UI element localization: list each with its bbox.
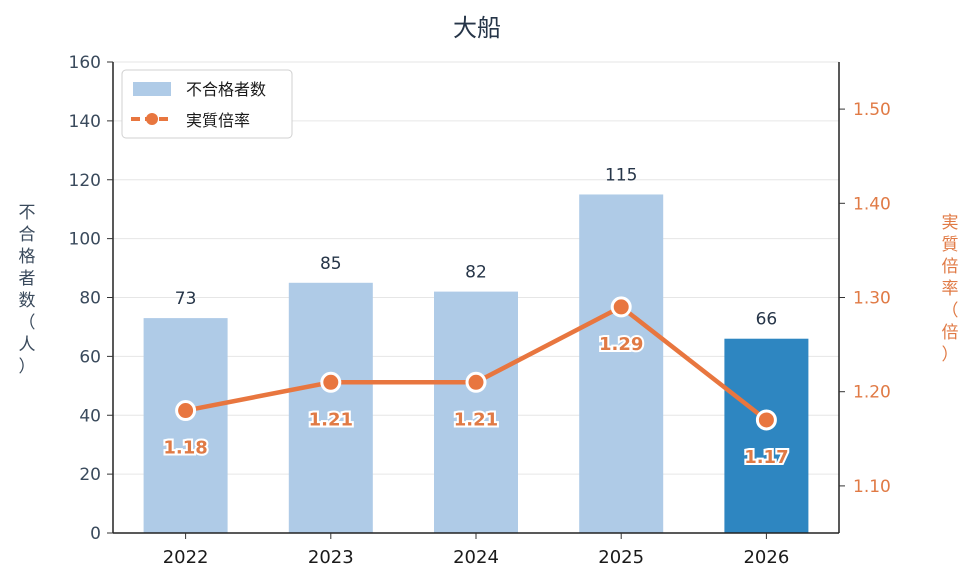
x-tick-label: 2023 — [308, 547, 354, 568]
x-tick-label: 2024 — [453, 547, 499, 568]
legend-swatch-marker — [146, 113, 158, 125]
x-tick-label: 2022 — [163, 547, 209, 568]
rate-value-label: 1.21 — [309, 409, 353, 430]
rate-value-label: 1.29 — [599, 334, 643, 355]
y-tick-label: 60 — [79, 347, 101, 367]
bar — [288, 282, 373, 533]
y-tick-label: 40 — [79, 406, 101, 426]
bar-value-label: 73 — [175, 289, 197, 309]
y-tick-label: 160 — [69, 53, 101, 73]
y-axis-title: 不合格者数（人） — [19, 203, 36, 377]
bar-value-label: 66 — [756, 310, 778, 330]
rate-point — [610, 296, 632, 318]
axis-titles: 不合格者数（人） 実質倍率（倍） — [19, 203, 959, 377]
x-tick-label: 2025 — [598, 547, 644, 568]
legend-label-bars: 不合格者数 — [186, 80, 266, 99]
y2-tick-label: 1.50 — [853, 100, 891, 120]
y-tick-label: 0 — [90, 524, 101, 544]
y-tick-label: 80 — [79, 289, 101, 309]
y-tick-label: 100 — [69, 230, 101, 250]
y2-tick-label: 1.20 — [853, 383, 891, 403]
y2-tick-label: 1.30 — [853, 289, 891, 309]
rate-value-label: 1.18 — [163, 438, 207, 459]
bar — [579, 194, 664, 533]
rate-point — [755, 409, 777, 431]
y2-axis-title: 実質倍率（倍） — [942, 213, 959, 365]
y-tick-label: 20 — [79, 465, 101, 485]
rate-point — [175, 400, 197, 422]
bar — [143, 318, 228, 533]
legend-swatch-bars — [133, 82, 171, 96]
bars — [143, 194, 809, 533]
bar-value-label: 82 — [465, 263, 487, 283]
bar — [724, 338, 809, 533]
bar-value-label: 85 — [320, 254, 342, 274]
y-tick-label: 120 — [69, 171, 101, 191]
chart-title: 大船 — [453, 14, 501, 42]
data-labels: 73 85 82 115 66 1.18 1.21 1.21 1.29 1.17 — [161, 165, 790, 469]
rate-point — [320, 371, 342, 393]
rate-line — [175, 296, 777, 431]
bar-value-label: 115 — [605, 165, 637, 185]
legend-label-line: 実質倍率 — [186, 111, 250, 130]
y2-tick-label: 1.10 — [853, 477, 891, 497]
ticks: 0 20 40 60 80 100 120 140 160 1.10 1.20 1.30 1.40 1.5… — [69, 53, 891, 568]
rate-value-label: 1.17 — [744, 447, 788, 468]
bar — [434, 291, 518, 533]
x-tick-label: 2026 — [743, 547, 789, 568]
y-tick-label: 140 — [69, 112, 101, 132]
y2-tick-label: 1.40 — [853, 194, 891, 214]
rate-value-label: 1.21 — [454, 409, 498, 430]
rate-point — [465, 371, 487, 393]
